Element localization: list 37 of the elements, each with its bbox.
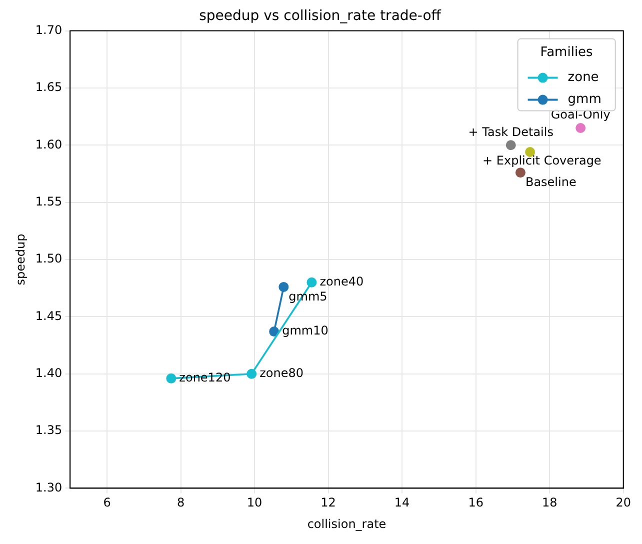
y-axis-title: speedup [13, 234, 28, 286]
x-tick-label: 14 [394, 496, 410, 510]
annotation: + Explicit Coverage [482, 154, 602, 168]
x-tick-label: 16 [468, 496, 484, 510]
point [278, 282, 289, 292]
point [166, 373, 176, 384]
point [576, 123, 586, 133]
y-tick-label: 1.70 [35, 22, 62, 37]
y-tick-label: 1.45 [35, 308, 62, 323]
y-tick-label: 1.65 [35, 80, 62, 94]
annotation: + Task Details [468, 124, 554, 139]
x-tick-label: 12 [320, 496, 336, 510]
legend-label: zone [568, 70, 599, 86]
annotation: Baseline [525, 175, 576, 190]
point [515, 168, 526, 178]
point [246, 368, 257, 379]
y-tick-label: 1.60 [35, 137, 62, 152]
chart-title: speedup vs collision_rate trade-off [199, 8, 442, 24]
x-tick-label: 20 [616, 496, 632, 510]
y-tick-label: 1.50 [35, 252, 62, 266]
x-tick-label: 6 [103, 496, 111, 510]
y-tick-label: 1.55 [35, 194, 62, 208]
y-tick-label: 1.30 [35, 480, 62, 494]
x-axis-title: collision_rate [307, 516, 386, 531]
x-tick-label: 18 [542, 496, 558, 510]
legend-title: Families [540, 45, 594, 60]
point [506, 140, 516, 150]
y-tick-label: 1.40 [35, 366, 62, 380]
annotation: gmm10 [282, 324, 328, 338]
x-tick-label: 10 [246, 496, 262, 510]
annotation: Goal-Only [550, 108, 610, 122]
annotation: zone40 [320, 274, 364, 288]
y-tick-label: 1.35 [35, 423, 62, 438]
annotation: zone80 [260, 366, 304, 380]
legend-label: gmm [568, 92, 602, 108]
x-tick-label: 8 [176, 496, 185, 510]
point [306, 277, 317, 288]
